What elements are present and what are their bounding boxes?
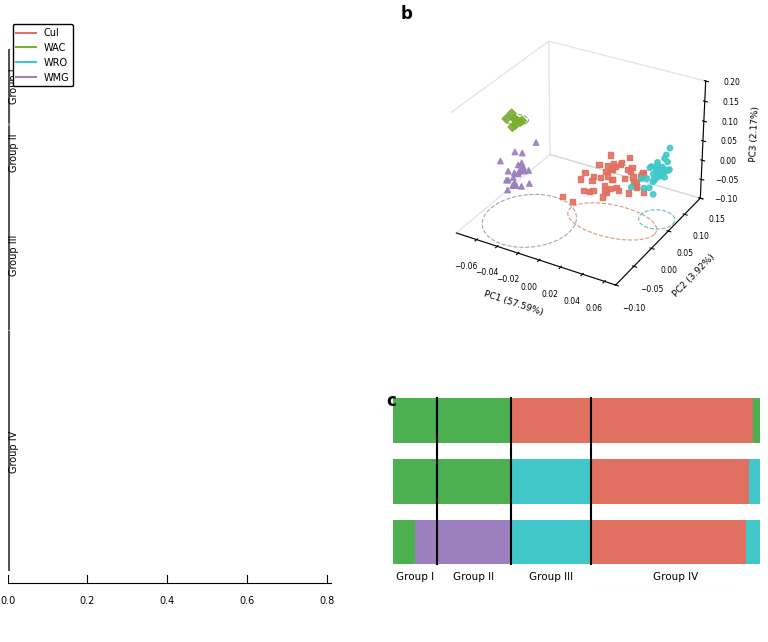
Text: 0.2: 0.2 — [80, 596, 95, 606]
Text: Group II: Group II — [453, 573, 495, 582]
Bar — [511, 520, 591, 564]
Text: 0.0: 0.0 — [0, 596, 15, 606]
Bar — [591, 520, 746, 564]
Text: Group IV: Group IV — [9, 431, 19, 473]
Text: Group I: Group I — [9, 68, 19, 104]
Bar — [511, 398, 753, 443]
Text: 0.4: 0.4 — [160, 596, 175, 606]
Legend: Cul, WAC, WRO, WMG: Cul, WAC, WRO, WMG — [12, 24, 73, 87]
Bar — [750, 459, 760, 503]
Bar — [393, 398, 511, 443]
Text: 0.8: 0.8 — [319, 596, 335, 606]
Bar — [591, 459, 750, 503]
Text: Group II: Group II — [9, 134, 19, 172]
Text: Group III: Group III — [529, 573, 573, 582]
Bar — [511, 459, 591, 503]
Bar — [415, 520, 511, 564]
Text: b: b — [401, 5, 412, 23]
Text: Group IV: Group IV — [654, 573, 699, 582]
Text: c: c — [386, 392, 396, 410]
Bar — [393, 520, 415, 564]
Text: Group III: Group III — [9, 234, 19, 275]
Text: 0.6: 0.6 — [240, 596, 255, 606]
Y-axis label: PC2 (3.92%): PC2 (3.92%) — [672, 252, 717, 299]
Bar — [393, 459, 511, 503]
X-axis label: PC1 (57.59%): PC1 (57.59%) — [482, 290, 544, 317]
Bar — [753, 398, 760, 443]
Bar — [746, 520, 760, 564]
Text: Group I: Group I — [396, 573, 434, 582]
